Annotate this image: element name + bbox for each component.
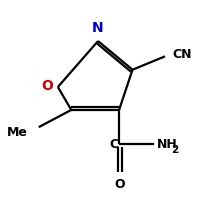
Text: O: O <box>41 79 53 93</box>
Text: NH: NH <box>156 138 176 151</box>
Text: O: O <box>114 178 125 191</box>
Text: N: N <box>92 21 103 35</box>
Text: C: C <box>109 138 118 151</box>
Text: Me: Me <box>7 126 28 139</box>
Text: CN: CN <box>172 48 191 61</box>
Text: 2: 2 <box>170 145 177 155</box>
